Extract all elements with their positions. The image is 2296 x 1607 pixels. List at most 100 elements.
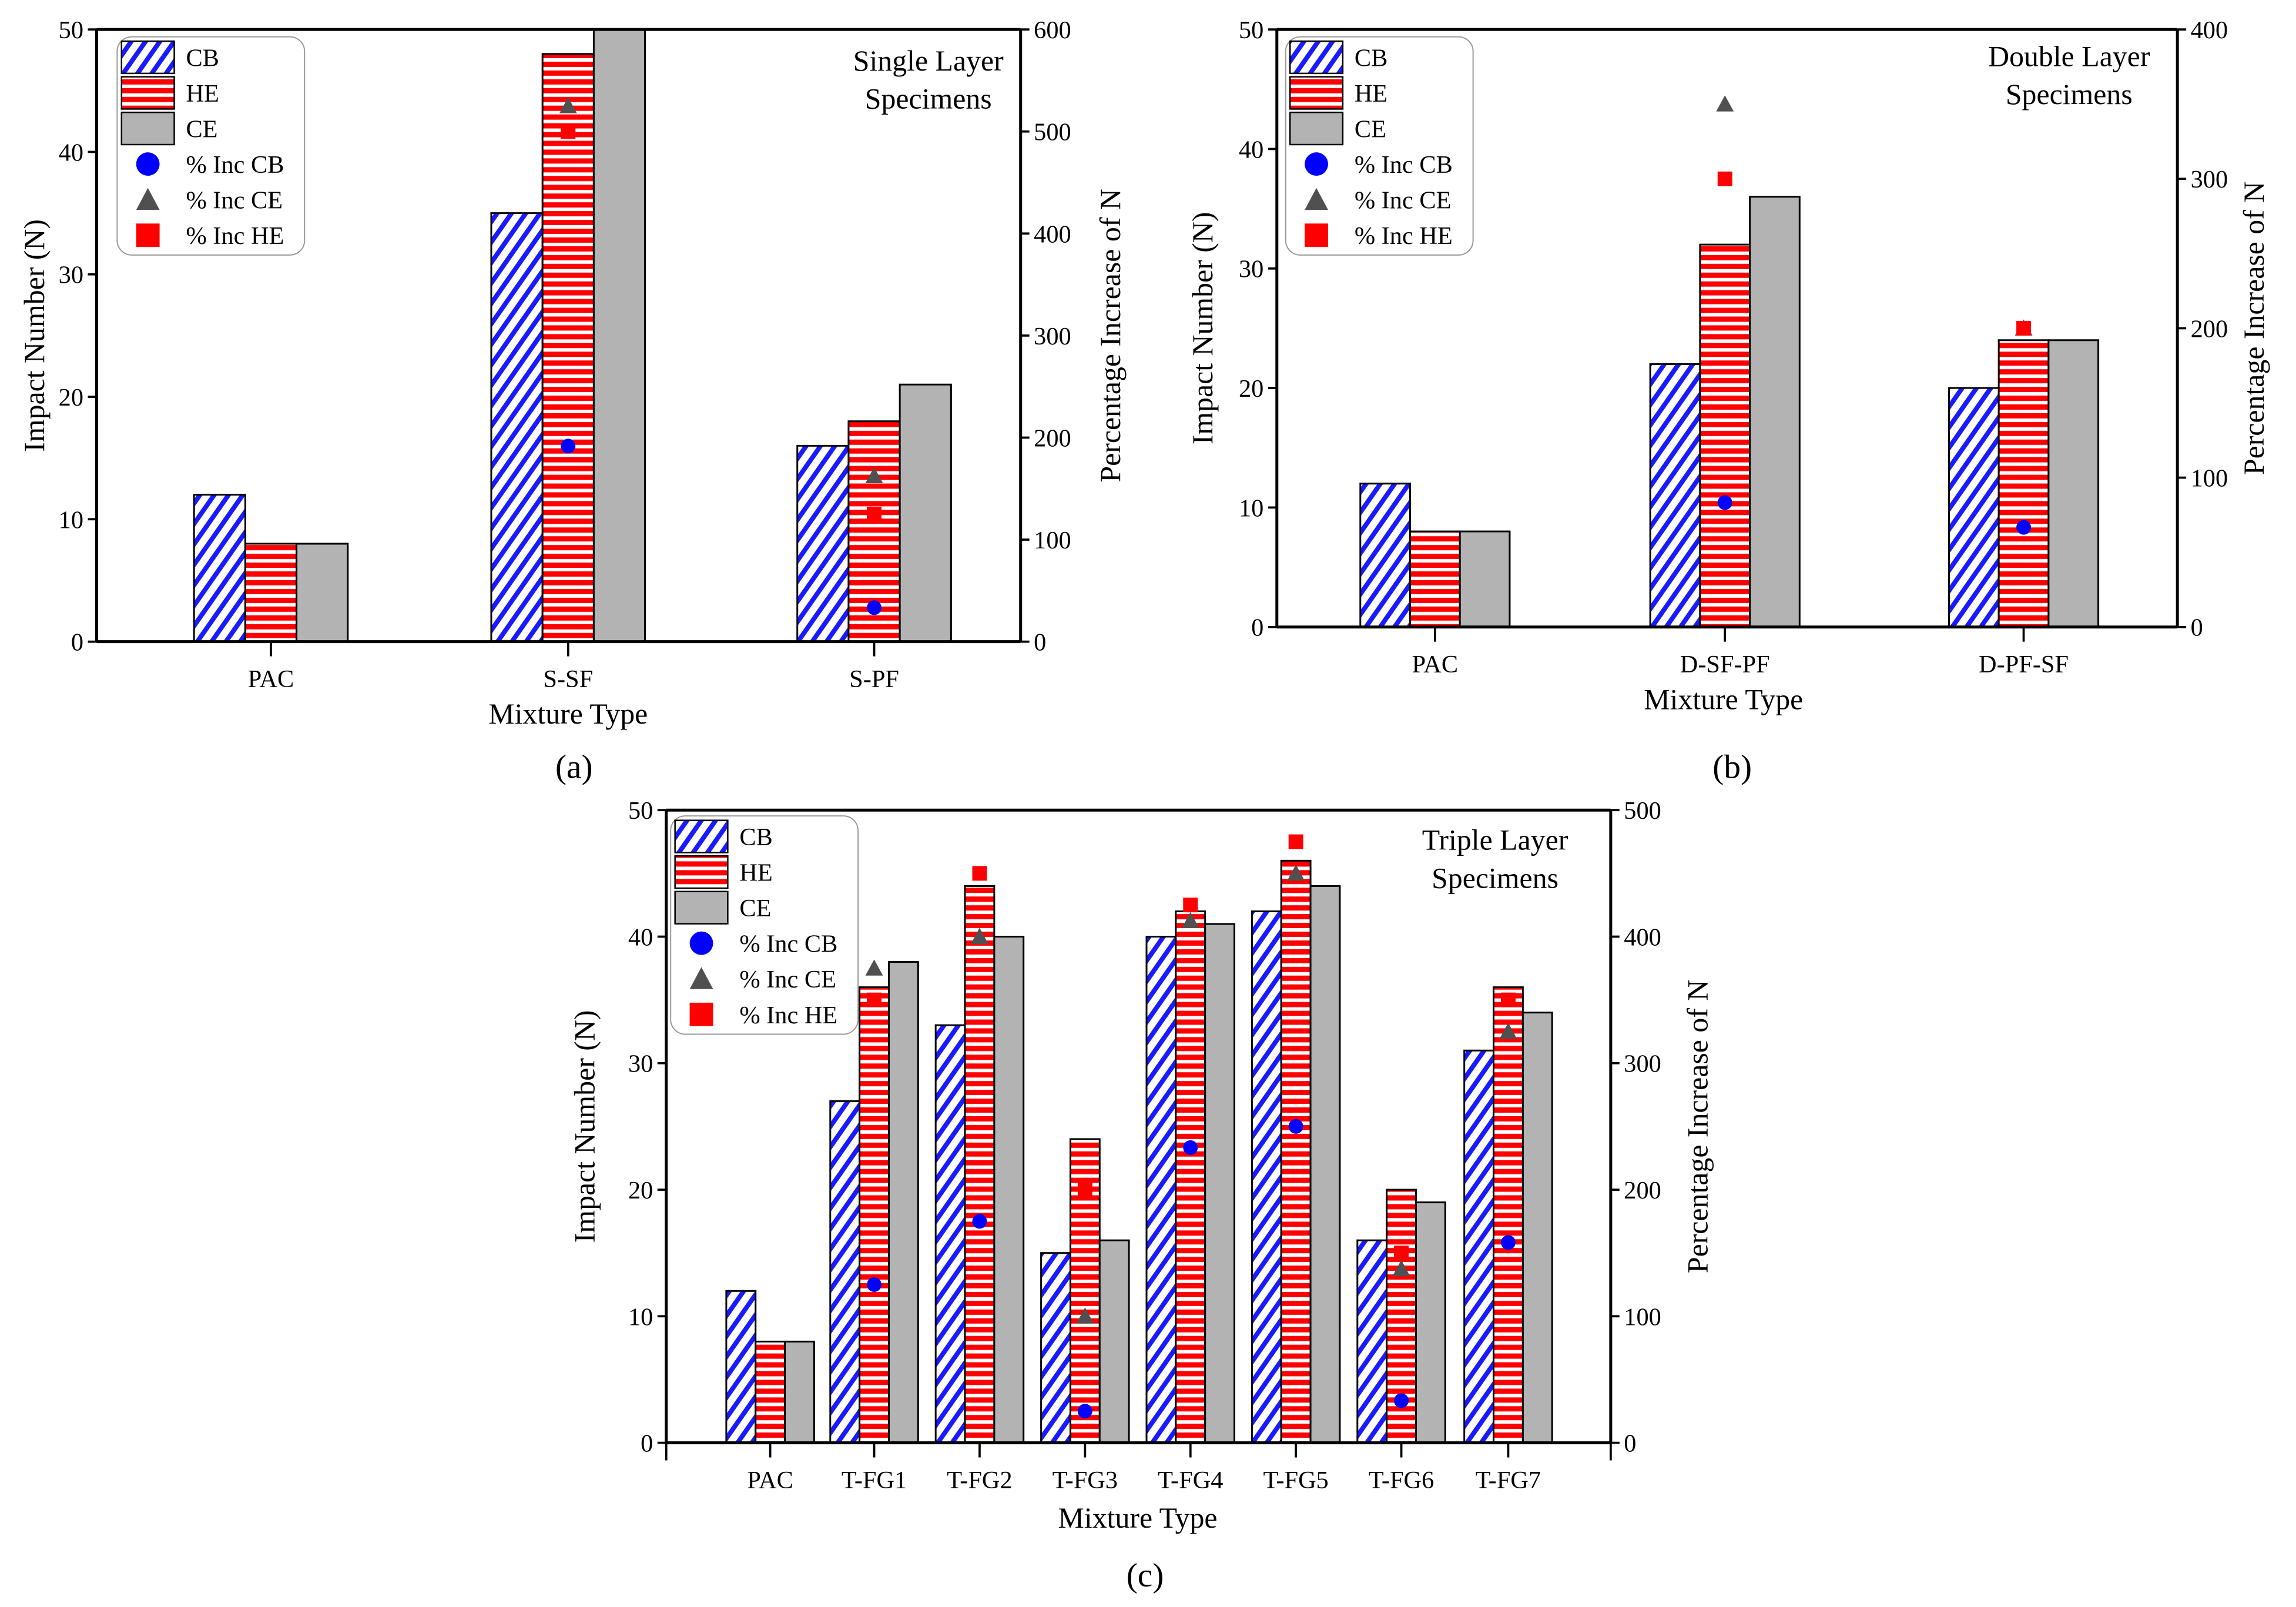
circle-icon bbox=[689, 931, 713, 955]
x-tick-label: PAC bbox=[1412, 651, 1458, 678]
bar-cb-t-fg6 bbox=[1356, 1239, 1388, 1444]
y-tick-label: 50 bbox=[1239, 16, 1263, 44]
x-axis-title: Mixture Type bbox=[1058, 1502, 1218, 1534]
x-tick-label: S-PF bbox=[849, 665, 899, 693]
legend-he-label: HE bbox=[186, 80, 219, 108]
legend-ce-label: CE bbox=[186, 116, 217, 143]
legend: CB HE CE % Inc CB % Inc CE % Inc HE bbox=[116, 36, 306, 256]
bar-he-t-fg1 bbox=[859, 986, 890, 1444]
bar-ce-t-fg6 bbox=[1415, 1201, 1446, 1444]
legend-cb-swatch bbox=[120, 40, 175, 75]
x-tick-label: D-PF-SF bbox=[1979, 651, 2069, 678]
y-axis-title: Impact Number (N) bbox=[569, 1010, 601, 1243]
x-tick-label: PAC bbox=[248, 665, 294, 693]
legend-ce-swatch bbox=[674, 890, 729, 925]
legend-he-label: HE bbox=[1355, 80, 1387, 108]
panel-title-line-2: Specimens bbox=[1432, 862, 1558, 894]
y-tick-label: 10 bbox=[628, 1303, 653, 1331]
marker-inc-he-t-fg7 bbox=[1501, 992, 1516, 1007]
marker-inc-ce-s-pf bbox=[865, 467, 883, 484]
bar-ce-s-sf bbox=[592, 28, 646, 643]
marker-inc-he-t-fg3 bbox=[1077, 1182, 1092, 1197]
legend-inc-ce-label: % Inc CE bbox=[739, 966, 836, 993]
marker-inc-cb-t-fg3 bbox=[1077, 1404, 1092, 1419]
y-tick-label: 10 bbox=[1239, 494, 1263, 522]
panel-label: (c) bbox=[1127, 1557, 1164, 1594]
y-tick-label: 0 bbox=[1251, 614, 1263, 642]
bar-cb-pac bbox=[725, 1290, 757, 1444]
legend-cb-label: CB bbox=[1355, 44, 1388, 72]
y2-tick-label: 0 bbox=[1624, 1430, 1636, 1458]
square-icon bbox=[136, 223, 160, 247]
marker-inc-ce-t-fg6 bbox=[1392, 1260, 1410, 1277]
bar-ce-t-fg3 bbox=[1098, 1239, 1130, 1444]
legend-cb-swatch bbox=[674, 819, 729, 853]
bar-cb-t-fg4 bbox=[1145, 936, 1177, 1444]
legend-he-swatch bbox=[674, 855, 729, 889]
x-tick-label: D-SF-PF bbox=[1680, 651, 1770, 678]
triangle-icon bbox=[689, 967, 713, 989]
y-tick-label: 30 bbox=[1239, 256, 1263, 283]
panel-title-line-2: Specimens bbox=[2006, 78, 2133, 111]
y2-tick-label: 300 bbox=[2191, 166, 2228, 193]
bar-ce-pac bbox=[296, 543, 349, 643]
x-tick-label: T-FG2 bbox=[947, 1467, 1012, 1494]
bar-cb-d-sf-pf bbox=[1649, 363, 1701, 628]
y-tick-label: 50 bbox=[628, 797, 653, 825]
y2-tick-label: 600 bbox=[1034, 16, 1071, 44]
marker-inc-cb-d-sf-pf bbox=[1717, 495, 1732, 510]
legend-inc-cb-label: % Inc CB bbox=[186, 151, 284, 179]
legend-inc-cb-label: % Inc CB bbox=[1355, 151, 1453, 179]
marker-inc-he-t-fg4 bbox=[1183, 898, 1198, 913]
legend: CB HE CE % Inc CB % Inc CE % Inc HE bbox=[1285, 36, 1474, 256]
x-tick-label: T-FG4 bbox=[1158, 1467, 1223, 1494]
x-tick-label: PAC bbox=[747, 1467, 793, 1494]
y-tick-label: 20 bbox=[59, 384, 83, 411]
circle-icon bbox=[1305, 152, 1328, 176]
marker-inc-ce-t-fg7 bbox=[1499, 1023, 1517, 1039]
triangle-icon bbox=[1305, 188, 1328, 210]
y2-tick-label: 300 bbox=[1624, 1050, 1661, 1078]
y2-tick-label: 400 bbox=[2191, 16, 2228, 44]
x-tick-label: T-FG3 bbox=[1053, 1467, 1118, 1494]
legend-he-swatch bbox=[1289, 76, 1344, 110]
marker-inc-he-s-pf bbox=[867, 507, 882, 522]
y2-tick-label: 200 bbox=[1624, 1177, 1661, 1204]
marker-inc-cb-t-fg7 bbox=[1501, 1235, 1516, 1250]
bar-cb-s-pf bbox=[796, 444, 850, 643]
y-tick-label: 40 bbox=[628, 923, 653, 951]
bar-cb-t-fg5 bbox=[1251, 910, 1282, 1444]
panel-label: (b) bbox=[1712, 748, 1752, 785]
y-tick-label: 20 bbox=[1239, 375, 1263, 403]
bar-cb-t-fg2 bbox=[934, 1024, 966, 1444]
legend-inc-he-label: % Inc HE bbox=[739, 1002, 837, 1029]
marker-inc-he-t-fg6 bbox=[1394, 1246, 1409, 1261]
bar-he-s-sf bbox=[541, 53, 595, 643]
bar-he-t-fg7 bbox=[1493, 986, 1524, 1444]
y-tick-label: 30 bbox=[59, 262, 83, 289]
bar-ce-d-sf-pf bbox=[1749, 196, 1801, 628]
x-tick-label: T-FG5 bbox=[1263, 1467, 1328, 1494]
y-tick-label: 30 bbox=[628, 1050, 653, 1078]
y-tick-label: 10 bbox=[59, 506, 83, 534]
legend-ce-label: CE bbox=[1355, 116, 1386, 143]
y2-tick-label: 500 bbox=[1034, 119, 1071, 146]
y-tick-label: 40 bbox=[59, 139, 83, 166]
y2-tick-label: 100 bbox=[1034, 527, 1071, 554]
legend-inc-ce-label: % Inc CE bbox=[1355, 187, 1452, 215]
legend-inc-he-label: % Inc HE bbox=[186, 222, 284, 250]
legend-inc-ce-label: % Inc CE bbox=[186, 187, 283, 215]
marker-inc-ce-s-sf bbox=[559, 97, 577, 113]
marker-inc-ce-t-fg2 bbox=[971, 928, 988, 944]
legend-ce-swatch bbox=[120, 111, 175, 146]
bar-cb-s-sf bbox=[490, 212, 544, 643]
legend-he-swatch bbox=[120, 76, 175, 110]
chart-panel-b: 0 10 20 30 40 50 0 100 200 300 400 PAC D-SF-PF D-PF-S… bbox=[1186, 16, 2270, 785]
bar-ce-t-fg1 bbox=[887, 961, 919, 1444]
square-icon bbox=[689, 1002, 713, 1026]
y2-axis-title: Percentage Increase of N bbox=[1681, 980, 1714, 1273]
legend-cb-label: CB bbox=[739, 823, 773, 851]
marker-inc-ce-t-fg4 bbox=[1181, 912, 1199, 929]
y2-tick-label: 500 bbox=[1624, 797, 1661, 825]
